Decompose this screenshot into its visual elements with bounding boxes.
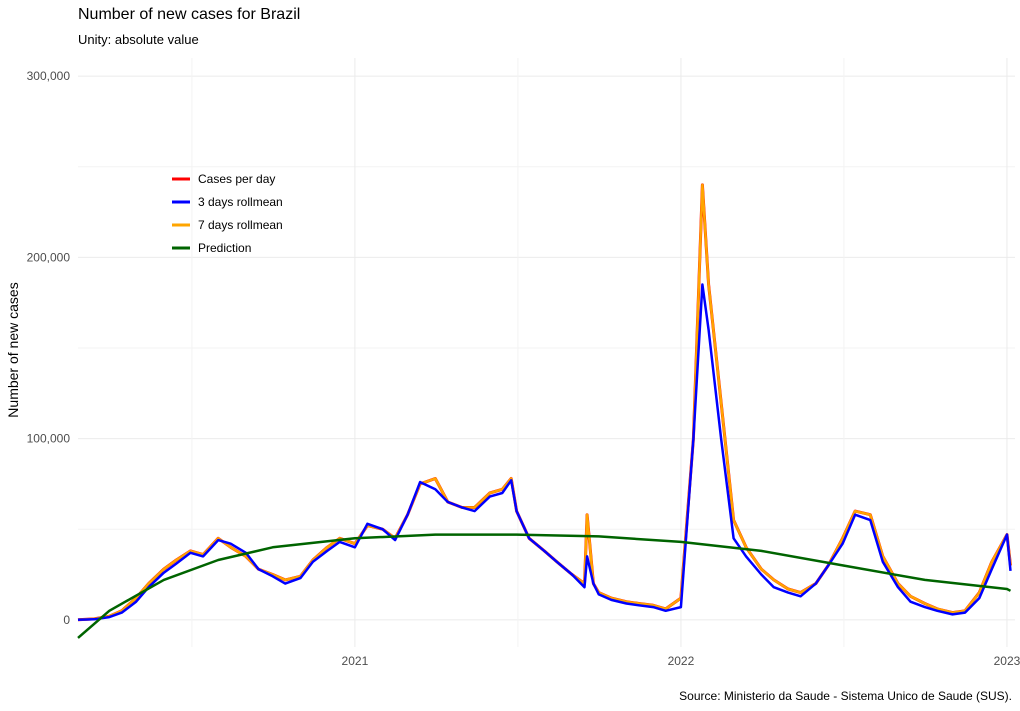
legend: Cases per day 3 days rollmean 7 days rollm… [172,172,283,255]
series-line-prediction [77,533,1012,639]
legend-label: 7 days rollmean [198,218,283,232]
y-axis-ticks: 0 100,000 200,000 300,000 [27,69,71,627]
x-tick-label: 2023 [994,654,1020,668]
chart-subtitle: Unity: absolute value [78,32,199,47]
x-axis-ticks: 2021 2022 2023 [342,654,1020,668]
legend-label: Prediction [198,241,251,255]
legend-label: Cases per day [198,172,275,186]
chart-caption: Source: Ministerio da Saude - Sistema Un… [679,689,1012,703]
x-tick-label: 2021 [342,654,369,668]
y-tick-label: 200,000 [27,250,71,264]
y-tick-label: 100,000 [27,432,71,446]
series-line-3-days-rollmean [77,283,1012,622]
legend-label: 3 days rollmean [198,195,283,209]
y-tick-label: 0 [63,613,70,627]
chart-title: Number of new cases for Brazil [78,6,301,23]
x-tick-label: 2022 [668,654,695,668]
y-axis-title: Number of new cases [5,282,21,417]
series-lines [77,183,1012,639]
grid [78,58,1015,647]
y-tick-label: 300,000 [27,69,71,83]
